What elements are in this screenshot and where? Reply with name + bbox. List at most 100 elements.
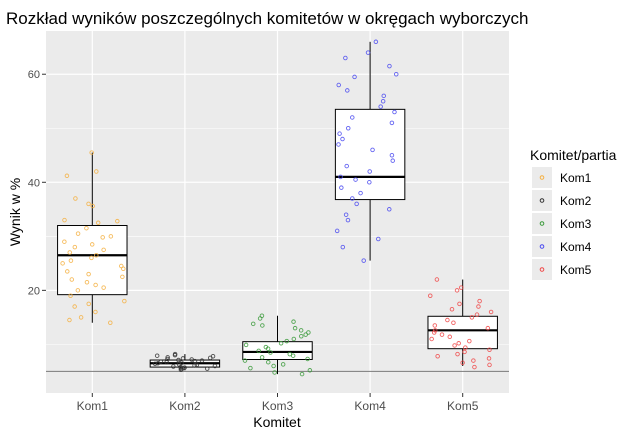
data-point-kom2 — [212, 363, 218, 369]
data-point-kom1 — [84, 225, 89, 231]
data-point-kom1 — [67, 250, 72, 255]
data-point-kom3 — [298, 328, 304, 333]
data-point-kom1 — [89, 150, 94, 155]
data-point-kom2 — [207, 355, 213, 361]
data-point-kom4 — [343, 212, 349, 217]
data-point-kom4 — [334, 228, 340, 234]
data-point-kom3 — [280, 362, 286, 367]
x-tick-label: Kom1 — [77, 399, 109, 413]
data-point-kom2 — [199, 358, 205, 363]
data-point-kom3 — [305, 356, 310, 362]
legend-symbol — [539, 221, 545, 226]
data-point-kom1 — [64, 173, 70, 179]
data-point-kom2 — [178, 367, 184, 373]
data-point-kom4 — [367, 180, 372, 185]
x-tick-label: Kom3 — [262, 399, 294, 413]
data-point-kom3 — [307, 368, 313, 373]
data-point-kom4 — [365, 50, 371, 55]
data-point-kom4 — [361, 258, 366, 263]
jitter-points-layer — [60, 39, 494, 377]
data-point-kom1 — [86, 271, 91, 277]
data-point-kom1 — [86, 301, 91, 307]
x-tick-label: Kom2 — [169, 399, 201, 413]
data-point-kom4 — [336, 82, 341, 88]
data-point-kom5 — [477, 298, 482, 304]
data-point-kom4 — [389, 153, 395, 158]
data-point-kom5 — [429, 336, 434, 342]
data-point-kom3 — [291, 336, 297, 342]
y-tick-label: 40 — [28, 177, 40, 189]
boxplot-kom5 — [427, 279, 498, 366]
data-point-kom3 — [303, 332, 308, 337]
data-point-kom2 — [180, 356, 186, 361]
data-point-kom2 — [154, 353, 160, 358]
data-point-kom3 — [299, 371, 305, 377]
legend-key — [532, 167, 552, 188]
data-point-kom1 — [84, 279, 90, 285]
data-point-kom4 — [353, 177, 358, 182]
data-point-kom3 — [271, 363, 276, 369]
data-point-kom5 — [476, 304, 481, 309]
data-point-kom5 — [432, 323, 438, 328]
data-point-kom3 — [257, 316, 263, 321]
y-tick-label: 20 — [28, 285, 40, 297]
data-point-kom4 — [376, 236, 381, 242]
data-point-kom4 — [358, 190, 363, 196]
data-point-kom4 — [387, 207, 392, 212]
data-point-kom1 — [93, 309, 98, 315]
data-point-kom1 — [120, 274, 125, 280]
data-point-kom3 — [299, 334, 304, 339]
legend-item-kom2: Kom2 — [532, 190, 592, 211]
data-point-kom2 — [204, 366, 210, 371]
data-point-kom4 — [345, 126, 351, 131]
data-point-kom4 — [344, 163, 349, 169]
data-point-kom3 — [265, 346, 271, 351]
data-point-kom1 — [75, 288, 81, 293]
data-point-kom5 — [463, 345, 468, 350]
data-point-kom5 — [428, 293, 433, 298]
data-point-kom1 — [101, 285, 106, 290]
data-point-kom4 — [354, 201, 359, 207]
legend-key — [532, 190, 552, 211]
data-point-kom4 — [387, 63, 392, 69]
data-point-kom5 — [432, 328, 438, 333]
data-point-kom5 — [431, 330, 437, 335]
legend-item-kom3: Kom3 — [532, 213, 592, 234]
data-point-kom5 — [462, 349, 467, 355]
data-point-kom1 — [62, 217, 67, 223]
data-point-kom5 — [471, 358, 476, 363]
data-point-kom4 — [373, 39, 379, 45]
legend-item-kom1: Kom1 — [532, 167, 592, 188]
data-point-kom4 — [352, 74, 357, 80]
data-point-kom5 — [460, 360, 465, 365]
data-point-kom4 — [345, 217, 351, 223]
box — [334, 108, 406, 201]
data-point-kom3 — [243, 342, 249, 348]
legend-item-kom5: Kom5 — [532, 259, 592, 280]
data-point-kom1 — [68, 293, 73, 298]
data-point-kom4 — [340, 244, 346, 250]
data-point-kom3 — [265, 359, 271, 365]
data-point-kom4 — [378, 104, 383, 109]
data-point-kom4 — [343, 55, 348, 61]
data-point-kom5 — [445, 317, 450, 323]
legend-label: Kom1 — [560, 171, 592, 185]
data-point-kom1 — [94, 169, 99, 174]
data-point-kom5 — [455, 351, 460, 357]
data-point-kom1 — [90, 203, 95, 209]
data-point-kom1 — [72, 304, 77, 309]
data-point-kom1 — [101, 247, 106, 253]
data-point-kom5 — [456, 341, 461, 346]
data-point-kom1 — [65, 269, 70, 274]
data-point-kom3 — [242, 358, 248, 363]
x-tick-label: Kom5 — [447, 399, 479, 413]
legend-key — [532, 213, 552, 234]
data-point-kom3 — [256, 348, 261, 354]
data-point-kom5 — [469, 315, 475, 320]
data-point-kom1 — [73, 196, 78, 201]
data-point-kom1 — [60, 261, 65, 266]
data-point-kom3 — [292, 325, 298, 331]
data-point-kom1 — [108, 320, 113, 326]
data-point-kom4 — [350, 115, 355, 120]
data-point-kom5 — [457, 301, 462, 307]
